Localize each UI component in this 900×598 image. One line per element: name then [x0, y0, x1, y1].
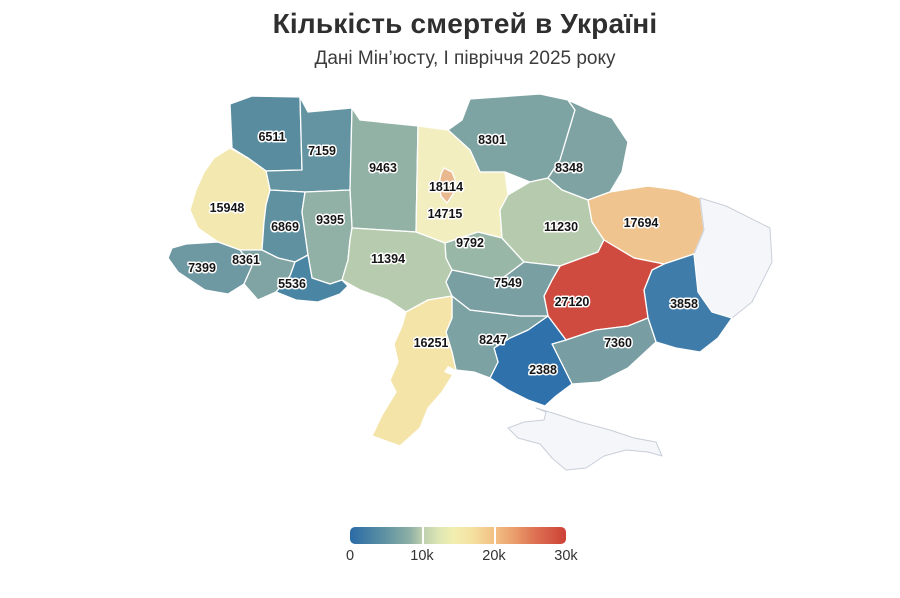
region-chernivtsi[interactable]: [275, 254, 349, 303]
region-value-ternopil: 6869: [271, 220, 299, 234]
region-value-kherson: 2388: [529, 363, 557, 377]
legend-separator: [421, 527, 424, 544]
region-value-donetsk: 3858: [670, 297, 698, 311]
region-value-volyn: 6511: [258, 130, 285, 144]
ukraine-choropleth-map: 6511 7159 9463 8301 8348 14715 18114 15948 6869 9…: [167, 93, 773, 471]
legend-separator: [494, 527, 496, 544]
region-value-kirovohrad: 7549: [494, 276, 522, 290]
region-zakarpattia[interactable]: [167, 241, 253, 295]
region-kirovohrad[interactable]: [445, 261, 561, 317]
region-value-rivne: 7159: [308, 144, 336, 158]
region-value-kharkiv: 17694: [624, 216, 659, 230]
legend-gradient-bar: [350, 527, 566, 544]
legend-tick-0: 0: [345, 548, 355, 564]
legend-ticks: 0 10k 20k 30k: [346, 548, 578, 568]
legend-tick-20k: 20k: [482, 548, 506, 564]
region-odesa[interactable]: [371, 295, 457, 447]
region-value-zhytomyr: 9463: [369, 161, 397, 175]
map-container: 6511 7159 9463 8301 8348 14715 18114 15948 6869 9…: [160, 85, 780, 495]
region-value-chernihiv: 8301: [478, 133, 506, 147]
region-value-kyiv_oblast: 14715: [428, 207, 463, 221]
region-value-vinnytsia: 11394: [371, 252, 405, 266]
region-crimea[interactable]: [507, 407, 663, 471]
legend-tick-10k: 10k: [410, 548, 434, 564]
region-value-odesa: 16251: [414, 336, 449, 350]
region-value-dnipropetrovsk: 27120: [555, 295, 590, 309]
region-luhansk[interactable]: [693, 197, 773, 319]
region-value-zaporizhzhia: 7360: [604, 336, 632, 350]
region-value-khmelnytskyi: 9395: [316, 213, 344, 227]
region-value-cherkasy: 9792: [456, 236, 484, 250]
estuary-water: [444, 366, 490, 388]
region-value-lviv: 15948: [210, 201, 245, 215]
chart-subtitle: Дані Мін’юсту, І півріччя 2025 року: [314, 48, 616, 69]
legend-tick-30k: 30k: [554, 548, 578, 564]
color-legend: 0 10k 20k 30k: [346, 527, 578, 568]
region-kyiv_city[interactable]: [438, 167, 457, 204]
region-value-ivano_frankivsk: 8361: [232, 253, 260, 267]
region-value-sumy: 8348: [555, 161, 583, 175]
region-value-kyiv_city: 18114: [429, 180, 463, 194]
region-value-mykolaiv: 8247: [479, 333, 507, 347]
chart-title: Кількість смертей в Україні: [272, 8, 658, 39]
region-value-poltava: 11230: [544, 220, 578, 234]
region-value-zakarpattia: 7399: [188, 261, 216, 275]
region-value-chernivtsi: 5536: [278, 277, 306, 291]
